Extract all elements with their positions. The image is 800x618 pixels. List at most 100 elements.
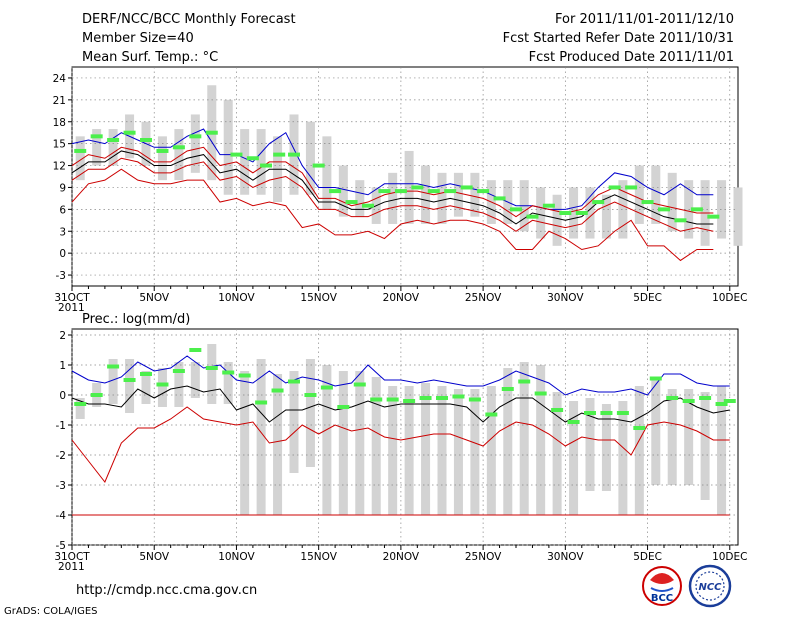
prec-member-marker <box>238 373 251 378</box>
temp-spread-bar <box>108 129 118 166</box>
prec-series-max <box>71 355 730 396</box>
temp-ytick-label: 3 <box>59 226 66 238</box>
prec-series-mean <box>71 385 730 423</box>
temp-spread-bar <box>404 150 414 224</box>
produced-date: Fcst Produced Date 2011/11/01 <box>529 50 734 65</box>
temp-member-marker <box>260 163 273 168</box>
prec-spread-bar <box>125 359 135 413</box>
prec-ytick-label: 2 <box>59 330 66 342</box>
temp-series-mean <box>71 150 714 225</box>
prec-spread-bar <box>717 386 727 515</box>
prec-xtick-label: 5DEC <box>633 551 662 563</box>
temp-member-marker <box>526 214 539 219</box>
precipitation-panel: -5 -4 -3 -2 -1 0 1 2 31OCT 5NOV 10NOV 15NOV 20NOV 25N… <box>54 328 747 573</box>
prec-spread-bar <box>552 392 562 515</box>
temp-member-marker <box>707 214 720 219</box>
temp-member-marker <box>493 196 506 201</box>
temp-spread-bar <box>733 187 743 246</box>
temp-spread-bar <box>634 165 644 224</box>
prec-spread-bar <box>667 389 677 485</box>
prec-member-marker <box>682 399 695 403</box>
bcc-logo-text: BCC <box>651 593 673 604</box>
prec-spread-bar <box>273 374 283 515</box>
prec-member-marker <box>172 369 185 373</box>
temperature-panel: -3 0 3 6 9 12 15 18 21 24 31OCT 5NOV 10NOV 15NOV 20NOV… <box>53 66 747 314</box>
prec-spread-bar <box>404 386 414 515</box>
prec-member-marker <box>140 372 152 376</box>
temp-spread-bar <box>717 180 727 239</box>
prec-member-marker <box>468 397 481 402</box>
temp-xtick-label: 15NOV <box>300 292 337 304</box>
temp-xtick-label: 31OCT <box>54 292 90 304</box>
prec-member-marker <box>600 411 613 415</box>
temp-spread-bar <box>552 194 562 246</box>
temp-member-marker <box>288 152 300 157</box>
prec-member-marker <box>567 420 580 424</box>
temp-member-marker <box>90 134 103 139</box>
temp-series-max <box>71 128 714 210</box>
temp-member-marker <box>477 189 490 194</box>
prec-xtick-label: 10DEC <box>712 551 747 563</box>
temp-member-marker <box>559 211 572 215</box>
prec-spread-bar <box>223 362 233 404</box>
prec-ytick-label: -1 <box>56 420 66 432</box>
prec-series-min <box>71 406 730 483</box>
prec-member-marker <box>90 393 103 397</box>
temp-spread-bar <box>92 129 102 166</box>
prec-member-marker <box>189 348 202 352</box>
prec-member-marker <box>222 370 235 375</box>
prec-spread-bar <box>240 371 250 515</box>
bcc-logo-emblem <box>650 573 674 584</box>
ncc-logo: NCC <box>688 564 732 608</box>
prec-xtick-label: 30NOV <box>547 551 584 563</box>
prec-member-marker <box>518 379 531 384</box>
temp-spread-bar <box>470 172 480 217</box>
prec-spread-bar <box>190 362 200 398</box>
prec-member-marker <box>156 382 169 387</box>
prec-member-marker <box>584 411 596 415</box>
temp-spread-bar <box>601 194 611 239</box>
temp-member-marker <box>674 218 687 223</box>
temp-ytick-label: 0 <box>59 248 66 260</box>
source-url[interactable]: http://cmdp.ncc.cma.gov.cn <box>76 583 257 598</box>
prec-spread-bar <box>700 392 710 500</box>
temp-spread-bar <box>355 180 365 217</box>
temp-member-marker <box>246 156 259 161</box>
temp-member-marker <box>205 130 218 135</box>
prec-ytick-label: -5 <box>56 540 66 552</box>
prec-spread-bar <box>519 362 529 515</box>
temp-spread-bar <box>157 136 167 181</box>
prec-spread-bar <box>470 389 480 515</box>
prec-year-label: 2011 <box>58 561 85 573</box>
temp-member-marker <box>641 200 654 205</box>
temp-spread-bar <box>536 187 546 239</box>
temp-ytick-label: 15 <box>53 139 66 151</box>
prec-member-marker <box>419 396 432 400</box>
temp-spread-bar <box>388 172 398 224</box>
temp-spread-bar <box>569 187 579 239</box>
temp-member-marker <box>542 203 555 208</box>
temp-series-pct-high <box>71 146 714 218</box>
prec-member-marker <box>123 378 136 382</box>
chart-title: DERF/NCC/BCC Monthly Forecast <box>82 12 296 27</box>
prec-member-marker <box>633 426 646 430</box>
temp-member-marker <box>411 185 424 190</box>
temp-xtick-label: 5DEC <box>633 292 662 304</box>
temp-member-marker <box>329 189 342 194</box>
temp-ytick-label: 12 <box>53 161 66 173</box>
prec-spread-bar <box>569 401 579 515</box>
temp-xtick-label: 5NOV <box>139 292 170 304</box>
prec-spread-bar <box>338 371 348 515</box>
prec-spread-bar <box>585 398 595 491</box>
started-refer-date: Fcst Started Refer Date 2011/10/31 <box>503 31 734 46</box>
prec-spread-bar <box>437 386 447 515</box>
temp-year-label: 2011 <box>58 302 85 314</box>
temp-xtick-label: 25NOV <box>465 292 502 304</box>
temp-member-marker <box>172 145 185 150</box>
prec-ytick-label: -3 <box>56 480 66 492</box>
prec-spread-bar <box>174 362 184 407</box>
prec-member-marker <box>452 394 465 399</box>
prec-spread-bar <box>108 359 118 404</box>
prec-xtick-label: 10NOV <box>218 551 255 563</box>
prec-spread-bar <box>536 365 546 515</box>
